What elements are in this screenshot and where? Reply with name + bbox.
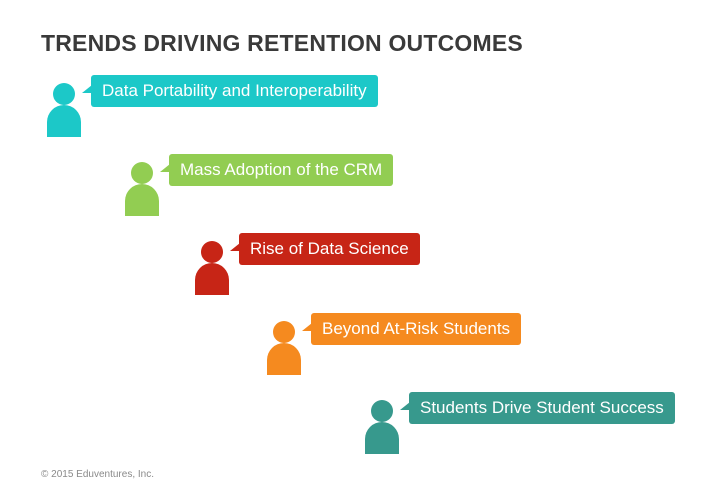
person-icon (195, 241, 229, 295)
person-icon (267, 321, 301, 375)
trend-label: Beyond At-Risk Students (322, 319, 511, 338)
trend-label: Mass Adoption of the CRM (180, 160, 383, 179)
page-title: TRENDS DRIVING RETENTION OUTCOMES (41, 30, 523, 56)
speech-bubble: Data Portability and Interoperability (82, 75, 378, 107)
speech-bubble: Beyond At-Risk Students (302, 313, 522, 345)
trend-label: Data Portability and Interoperability (102, 81, 367, 100)
trend-label: Students Drive Student Success (420, 398, 664, 417)
speech-bubble: Rise of Data Science (230, 233, 420, 265)
speech-bubble: Students Drive Student Success (400, 392, 675, 424)
person-icon (365, 400, 399, 454)
person-icon (125, 162, 159, 216)
speech-bubble: Mass Adoption of the CRM (160, 154, 394, 186)
copyright-footer: © 2015 Eduventures, Inc. (41, 469, 154, 480)
trend-label: Rise of Data Science (250, 239, 409, 258)
person-icon (47, 83, 81, 137)
